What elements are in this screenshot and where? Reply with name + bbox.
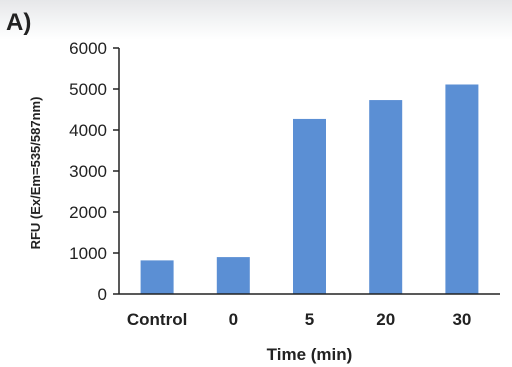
x-axis-title: Time (min): [267, 345, 353, 364]
y-tick-label: 2000: [69, 203, 107, 222]
x-axis-ticks: Control 0 5 20 30: [127, 310, 471, 329]
y-tick-label: 3000: [69, 162, 107, 181]
bar-control: [140, 260, 174, 294]
bar-5: [293, 118, 326, 295]
bar-30: [445, 84, 479, 295]
y-axis-title: RFU (Ex/Em=535/587nm): [28, 97, 43, 250]
y-tick-label: 5000: [69, 80, 107, 99]
bar-0: [216, 257, 250, 294]
x-tick-label: 5: [305, 310, 314, 329]
x-tick-label: Control: [127, 310, 187, 329]
y-tick-label: 0: [98, 285, 107, 304]
bar-20: [369, 100, 403, 294]
y-axis-ticks: 0 1000 2000 3000 4000 5000 6000: [69, 39, 119, 304]
panel-label: A): [6, 9, 31, 36]
bars-group: [140, 84, 479, 295]
y-tick-label: 1000: [69, 244, 107, 263]
x-tick-label: 20: [376, 310, 395, 329]
y-tick-label: 4000: [69, 121, 107, 140]
y-tick-label: 6000: [69, 39, 107, 58]
x-tick-label: 30: [452, 310, 471, 329]
x-tick-label: 0: [229, 310, 238, 329]
